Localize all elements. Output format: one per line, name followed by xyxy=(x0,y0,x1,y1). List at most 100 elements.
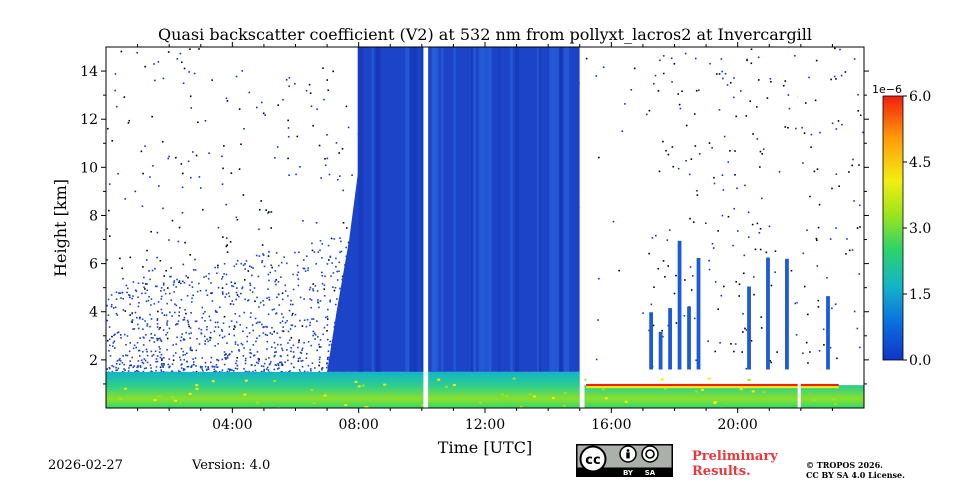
aerosol-speckle xyxy=(181,333,184,335)
noise-speckle xyxy=(139,316,141,319)
sa-share-icon xyxy=(645,449,655,459)
noise-speckle xyxy=(802,252,805,255)
aerosol-speckle xyxy=(257,362,260,365)
noise-speckle xyxy=(162,207,164,210)
noise-speckle xyxy=(784,80,787,82)
noise-speckle xyxy=(114,73,117,75)
aerosol-speckle xyxy=(290,350,292,353)
aerosol-speckle xyxy=(318,370,321,373)
noise-speckle xyxy=(341,275,344,278)
noise-speckle xyxy=(662,72,665,75)
aerosol-speckle xyxy=(248,370,250,373)
noise-speckle xyxy=(161,357,163,360)
noise-speckle xyxy=(129,256,132,259)
noise-speckle xyxy=(335,142,338,144)
noise-speckle xyxy=(770,361,773,364)
noise-speckle xyxy=(851,249,854,251)
signal-streak xyxy=(472,47,476,372)
aerosol-speckle xyxy=(199,366,202,369)
noise-speckle xyxy=(156,256,158,259)
aerosol-speckle xyxy=(128,350,131,353)
noise-speckle xyxy=(244,279,246,281)
aerosol-speckle xyxy=(300,360,303,362)
aerosol-speckle xyxy=(206,328,208,331)
aerosol-speckle xyxy=(135,370,138,372)
noise-speckle xyxy=(106,259,108,261)
noise-speckle xyxy=(769,78,772,80)
aerosol-speckle xyxy=(252,267,254,269)
aerosol-speckle xyxy=(216,311,218,314)
aerosol-speckle xyxy=(137,360,140,362)
noise-speckle xyxy=(633,67,636,70)
copyright-line-1: © TROPOS 2026. xyxy=(806,460,883,470)
noise-speckle xyxy=(150,333,152,335)
noise-speckle xyxy=(683,314,686,317)
noise-speckle xyxy=(288,85,290,88)
aerosol-speckle xyxy=(225,273,228,276)
aerosol-speckle xyxy=(126,354,129,357)
noise-speckle xyxy=(672,165,675,168)
noise-speckle xyxy=(720,58,723,60)
preliminary-line-2: Results. xyxy=(692,464,751,479)
aerosol-speckle xyxy=(252,354,255,357)
aerosol-speckle xyxy=(258,255,261,257)
noise-speckle xyxy=(210,292,212,295)
noise-speckle xyxy=(162,77,165,80)
noise-speckle xyxy=(778,171,781,173)
noise-speckle xyxy=(221,183,224,185)
bl-highlight xyxy=(512,377,516,380)
aerosol-speckle xyxy=(125,343,127,346)
noise-speckle xyxy=(296,135,299,138)
noise-speckle xyxy=(630,89,633,91)
noise-speckle xyxy=(111,335,113,338)
noise-speckle xyxy=(178,314,180,317)
noise-speckle xyxy=(679,107,682,110)
aerosol-speckle xyxy=(160,298,163,300)
aerosol-speckle xyxy=(162,329,165,331)
noise-speckle xyxy=(179,52,182,55)
noise-speckle xyxy=(750,340,753,342)
aerosol-speckle xyxy=(298,341,300,344)
noise-speckle xyxy=(235,75,238,78)
aerosol-speckle xyxy=(324,316,327,319)
aerosol-speckle xyxy=(284,321,287,324)
colorbar-exponent: 1e−6 xyxy=(872,83,902,96)
aerosol-speckle xyxy=(215,370,217,372)
bl-highlight xyxy=(256,401,260,404)
noise-speckle xyxy=(168,239,170,241)
aerosol-speckle xyxy=(203,335,206,338)
noise-speckle xyxy=(318,144,321,147)
aerosol-speckle xyxy=(155,365,158,368)
noise-speckle xyxy=(287,127,290,129)
aerosol-speckle xyxy=(336,279,339,281)
noise-speckle xyxy=(281,292,284,295)
noise-speckle xyxy=(188,71,190,73)
noise-speckle xyxy=(257,357,260,360)
noise-speckle xyxy=(852,158,854,161)
noise-speckle xyxy=(696,189,698,192)
noise-speckle xyxy=(226,100,229,102)
noise-speckle xyxy=(585,57,588,60)
cloud-column xyxy=(687,306,691,380)
noise-speckle xyxy=(150,318,153,320)
aerosol-speckle xyxy=(273,368,276,371)
noise-speckle xyxy=(774,250,777,253)
aerosol-speckle xyxy=(128,367,130,369)
aerosol-speckle xyxy=(141,292,143,295)
aerosol-speckle xyxy=(146,350,148,353)
noise-speckle xyxy=(333,289,336,292)
noise-speckle xyxy=(320,271,323,274)
noise-speckle xyxy=(192,294,194,297)
noise-speckle xyxy=(316,108,318,111)
noise-speckle xyxy=(841,123,843,126)
noise-speckle xyxy=(678,103,681,106)
colorbar-tick-label: 3.0 xyxy=(909,221,931,237)
aerosol-speckle xyxy=(253,354,256,356)
noise-speckle xyxy=(833,75,836,78)
aerosol-speckle xyxy=(246,335,249,338)
noise-speckle xyxy=(287,157,289,160)
noise-speckle xyxy=(805,341,808,344)
aerosol-speckle xyxy=(106,304,108,307)
noise-speckle xyxy=(733,350,735,353)
noise-speckle xyxy=(671,81,673,83)
